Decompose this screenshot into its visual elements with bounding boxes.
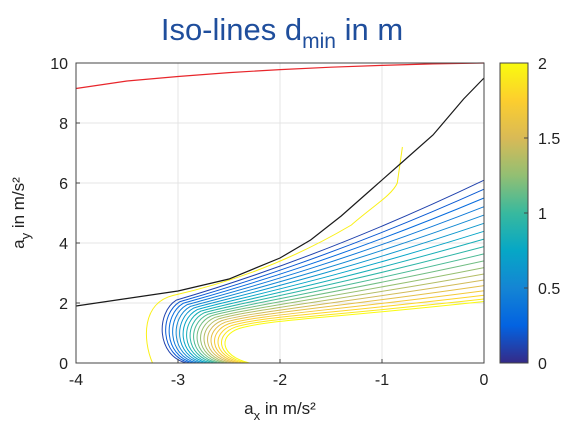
iso-line: [168, 197, 485, 364]
iso-line: [207, 279, 485, 364]
chart-title: Iso-lines dmin in m: [161, 12, 403, 53]
x-tick-label: -3: [171, 372, 185, 389]
x-tick-label: 0: [480, 372, 489, 389]
colorbar: [499, 62, 529, 364]
x-tick-label: -1: [375, 372, 389, 389]
y-tick-label: 0: [59, 356, 68, 373]
colorbar-tick-label: 1.5: [538, 131, 560, 148]
iso-lines-group: [145, 146, 485, 364]
y-tick-label: 4: [59, 236, 68, 253]
iso-line: [175, 214, 485, 364]
iso-line: [182, 230, 485, 364]
iso-line: [172, 206, 485, 364]
y-tick-label: 2: [59, 296, 68, 313]
iso-line: [193, 253, 485, 364]
iso-line: [179, 222, 485, 364]
iso-line: [214, 290, 485, 364]
y-axis-label: ay in m/s²: [9, 177, 33, 249]
colorbar-tick-label: 0.5: [538, 281, 560, 298]
iso-line: [161, 179, 485, 364]
iso-line: [224, 301, 485, 364]
iso-line: [196, 260, 485, 364]
y-tick-label: 6: [59, 176, 68, 193]
iso-line: [200, 267, 485, 364]
axis-ticks: -4 -3 -2 -1 0 0 2 4 6 8 10: [50, 56, 488, 389]
iso-line: [210, 285, 485, 364]
red-boundary-curve: [75, 62, 485, 90]
iso-line: [221, 298, 485, 364]
y-tick-label: 8: [59, 116, 68, 133]
colorbar-tick-label: 1: [538, 206, 547, 223]
iso-line: [189, 246, 485, 364]
colorbar-tick-label: 0: [538, 356, 547, 373]
black-boundary-curve: [75, 77, 485, 307]
colorbar-tick-label: 2: [538, 56, 547, 73]
iso-line: [145, 146, 403, 364]
iso-line: [217, 294, 485, 364]
iso-line: [203, 273, 485, 364]
colorbar-ticks: 0 0.5 1 1.5 2: [524, 56, 560, 373]
x-axis-label: ax in m/s²: [244, 399, 316, 423]
y-tick-label: 10: [50, 56, 68, 73]
iso-line: [186, 238, 485, 364]
boundary-curves-group: [75, 62, 485, 307]
iso-line: [165, 188, 485, 364]
x-tick-label: -4: [69, 372, 83, 389]
x-tick-label: -2: [273, 372, 287, 389]
